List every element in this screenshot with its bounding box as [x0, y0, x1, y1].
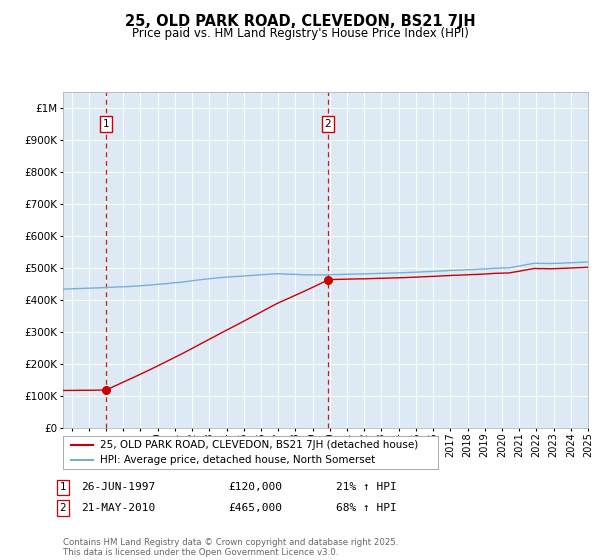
Text: 26-JUN-1997: 26-JUN-1997: [81, 482, 155, 492]
Text: 21-MAY-2010: 21-MAY-2010: [81, 503, 155, 513]
Text: 2: 2: [325, 119, 331, 129]
Text: 1: 1: [103, 119, 109, 129]
Text: 25, OLD PARK ROAD, CLEVEDON, BS21 7JH (detached house): 25, OLD PARK ROAD, CLEVEDON, BS21 7JH (d…: [101, 440, 419, 450]
Text: £120,000: £120,000: [228, 482, 282, 492]
Text: £465,000: £465,000: [228, 503, 282, 513]
Text: Price paid vs. HM Land Registry's House Price Index (HPI): Price paid vs. HM Land Registry's House …: [131, 27, 469, 40]
Text: 1: 1: [59, 482, 67, 492]
Text: HPI: Average price, detached house, North Somerset: HPI: Average price, detached house, Nort…: [101, 455, 376, 465]
Text: 2: 2: [59, 503, 67, 513]
Text: 25, OLD PARK ROAD, CLEVEDON, BS21 7JH: 25, OLD PARK ROAD, CLEVEDON, BS21 7JH: [125, 14, 475, 29]
Text: 21% ↑ HPI: 21% ↑ HPI: [336, 482, 397, 492]
Text: 68% ↑ HPI: 68% ↑ HPI: [336, 503, 397, 513]
Text: Contains HM Land Registry data © Crown copyright and database right 2025.
This d: Contains HM Land Registry data © Crown c…: [63, 538, 398, 557]
